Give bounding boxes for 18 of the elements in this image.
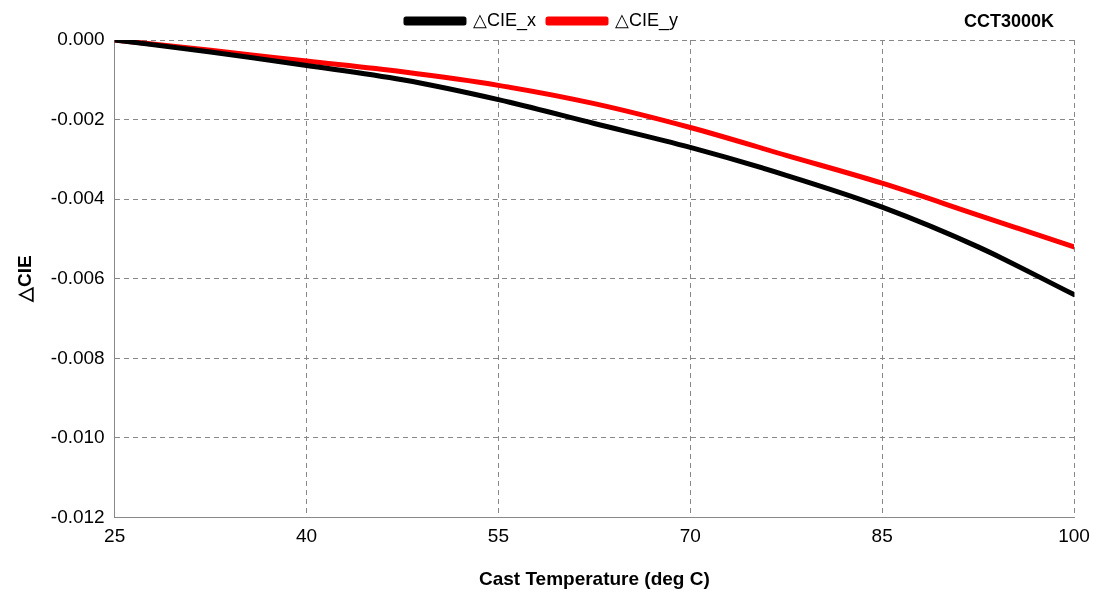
x-tick-label: 100 xyxy=(1058,525,1090,547)
x-tick-label: 25 xyxy=(104,525,126,547)
y-tick-label: -0.004 xyxy=(50,187,106,209)
legend-label: △CIE_y xyxy=(615,9,679,31)
x-tick-label: 40 xyxy=(295,525,318,547)
y-tick-label: -0.010 xyxy=(50,426,105,448)
x-axis-title: Cast Temperature (deg C) xyxy=(478,567,710,589)
y-tick-label: -0.006 xyxy=(50,266,105,288)
chart-title: CCT3000K xyxy=(963,10,1054,31)
legend-label: △CIE_x xyxy=(472,9,537,31)
y-tick-label: 0.000 xyxy=(57,28,105,50)
x-tick-label: 55 xyxy=(487,525,509,547)
y-tick-label: -0.008 xyxy=(50,346,105,368)
y-tick-label: -0.012 xyxy=(50,505,105,527)
y-axis-title: △CIE xyxy=(13,255,35,304)
x-tick-label: 85 xyxy=(871,525,893,547)
x-tick-label: 70 xyxy=(679,525,701,547)
y-tick-label: -0.002 xyxy=(50,107,105,129)
